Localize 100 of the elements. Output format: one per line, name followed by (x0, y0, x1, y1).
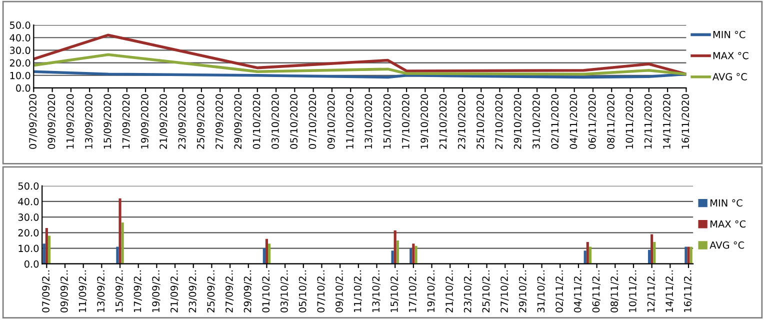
x-tick-label: 25/10/2.. (482, 270, 490, 312)
x-tick-label: 23/10/2020 (458, 94, 466, 149)
x-tick-label: 23/09/2.. (188, 270, 197, 312)
x-tick-label: 15/10/2.. (390, 270, 399, 312)
x-tick-label: 19/10/2.. (427, 270, 436, 312)
x-tick-label: 13/09/2020 (85, 94, 94, 148)
bar (268, 244, 271, 264)
x-tick-label: 11/09/2020 (66, 94, 75, 148)
x-tick-label: 19/09/2.. (152, 270, 160, 312)
legend-label: MIN °C (710, 199, 742, 207)
bar (42, 244, 46, 264)
x-tick-label: 06/11/2020 (588, 94, 597, 149)
legend-label: MAX °C (713, 52, 748, 60)
x-tick-label: 08/11/2020 (607, 94, 616, 149)
x-tick-label: 17/09/2.. (134, 270, 142, 312)
y-tick-label: 50.0 (10, 22, 30, 29)
bar (653, 242, 656, 264)
x-tick-label: 25/09/2020 (196, 94, 206, 149)
x-tick-label: 27/10/2020 (495, 94, 504, 149)
y-tick-label: 40.0 (10, 34, 30, 42)
x-tick-label: 02/11/2.. (556, 270, 564, 312)
x-tick-label: 19/09/2020 (140, 94, 150, 148)
bar (412, 244, 415, 264)
x-tick-label: 05/10/2020 (290, 94, 298, 149)
y-tick-label: 20.0 (18, 229, 39, 236)
x-tick-label: 04/11/2.. (574, 270, 582, 312)
bar (116, 246, 119, 264)
x-tick-label: 13/09/2.. (97, 270, 106, 312)
x-tick-label: 11/10/2.. (354, 270, 362, 312)
x-tick-label: 05/10/2.. (298, 270, 307, 312)
bar (588, 246, 592, 264)
bar (262, 248, 266, 264)
bar (48, 236, 51, 264)
bar (396, 240, 399, 264)
bar (690, 246, 692, 264)
legend-label: MAX °C (710, 220, 746, 228)
bar (648, 250, 651, 264)
x-tick-label: 09/09/2020 (48, 94, 56, 149)
y-tick-label: 30.0 (18, 214, 39, 221)
x-tick-label: 17/09/2020 (122, 94, 130, 148)
x-tick-label: 12/11/2.. (647, 270, 656, 312)
x-tick-label: 31/10/2.. (537, 270, 546, 312)
legend-label: AVG °C (712, 73, 747, 80)
x-tick-label: 09/10/2.. (336, 270, 344, 312)
x-tick-label: 29/09/2020 (234, 94, 242, 149)
x-tick-label: 03/10/2.. (280, 270, 289, 312)
x-tick-label: 07/10/2020 (308, 94, 317, 149)
x-tick-label: 21/09/2020 (160, 94, 168, 149)
y-tick-label: 50.0 (18, 182, 39, 190)
x-tick-label: 15/09/2020 (104, 94, 112, 148)
y-tick-label: 0.0 (24, 260, 39, 268)
x-tick-label: 29/09/2.. (244, 270, 252, 312)
x-tick-label: 10/11/2.. (628, 270, 638, 312)
x-tick-label: 10/11/2020 (626, 94, 634, 148)
y-tick-label: 10.0 (18, 244, 39, 252)
y-tick-label: 10.0 (10, 72, 30, 80)
x-tick-label: 13/10/2020 (364, 94, 373, 148)
x-tick-label: 21/10/2.. (446, 270, 454, 312)
x-tick-label: 23/09/2020 (178, 94, 186, 149)
x-tick-label: 14/11/2.. (666, 270, 674, 312)
x-tick-label: 09/10/2020 (327, 94, 336, 149)
x-tick-label: 07/09/2020 (29, 94, 38, 149)
x-tick-label: 27/09/2020 (216, 94, 224, 149)
bar (121, 222, 124, 264)
line-series (34, 34, 686, 76)
x-tick-label: 21/10/2020 (439, 94, 448, 149)
bar (650, 234, 654, 264)
x-tick-label: 29/10/2.. (518, 270, 528, 312)
x-tick-label: 25/10/2020 (476, 94, 485, 149)
x-tick-label: 13/10/2.. (372, 270, 380, 312)
x-tick-label: 01/10/2020 (252, 94, 261, 149)
x-tick-label: 19/10/2020 (420, 94, 429, 148)
bar (394, 230, 396, 264)
x-tick-label: 31/10/2020 (532, 94, 541, 149)
bar (584, 250, 586, 264)
x-tick-label: 25/09/2.. (207, 270, 216, 312)
x-tick-label: 29/10/2020 (514, 94, 522, 149)
x-tick-label: 23/10/2.. (464, 270, 472, 312)
y-tick-label: 40.0 (18, 198, 39, 206)
line-series (34, 53, 686, 76)
x-tick-label: 15/10/2020 (383, 94, 392, 148)
x-tick-label: 16/11/2.. (684, 270, 692, 312)
x-tick-label: 14/11/2020 (663, 94, 672, 148)
x-tick-label: 15/09/2.. (115, 270, 124, 312)
bar (391, 250, 394, 264)
bar (265, 238, 268, 264)
x-tick-label: 21/09/2.. (170, 270, 179, 312)
x-tick-label: 11/10/2020 (346, 94, 354, 148)
x-tick-label: 08/11/2.. (610, 270, 619, 312)
bar (45, 228, 48, 264)
bar (118, 198, 122, 264)
legend-label: AVG °C (710, 241, 744, 249)
bar (684, 246, 688, 264)
legend-label: MIN °C (713, 30, 746, 38)
bar (414, 246, 418, 264)
x-tick-label: 27/09/2.. (226, 270, 234, 312)
x-tick-label: 17/10/2020 (402, 94, 410, 148)
x-tick-label: 06/11/2.. (592, 270, 600, 312)
x-tick-label: 07/09/2.. (42, 270, 50, 312)
bar (410, 248, 412, 264)
